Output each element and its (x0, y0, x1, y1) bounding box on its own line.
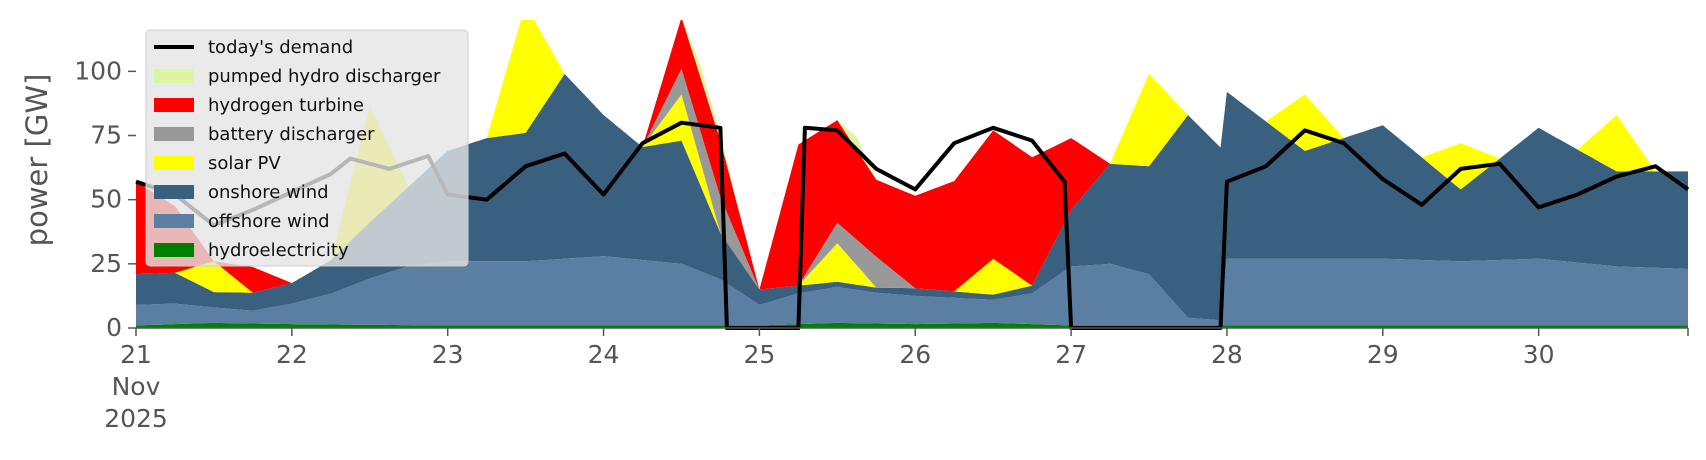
x-tick-sublabel: Nov (112, 372, 161, 401)
legend-label-hydroelectricity: hydroelectricity (208, 240, 349, 261)
legend-label-today-s-demand: today's demand (208, 37, 353, 58)
x-tick-sublabel: 2025 (104, 404, 168, 433)
axes: power [GW] 0 25 50 75 100 21 Nov 2025 22 23 24 25 26… (20, 56, 1689, 433)
legend-label-battery-discharger: battery discharger (208, 124, 375, 145)
x-tick-label: 23 (432, 340, 464, 369)
area-hydroelectricity (136, 322, 1688, 328)
y-tick-label: 100 (74, 56, 122, 85)
legend-label-pumped-hydro-discharger: pumped hydro discharger (208, 66, 441, 87)
y-tick-label: 75 (90, 121, 122, 150)
y-tick-label: 0 (106, 313, 122, 342)
legend-swatch-pumped-hydro-discharger (154, 69, 194, 83)
area-solar-pv (136, 20, 1688, 295)
x-tick-label: 25 (743, 340, 775, 369)
legend-swatch-battery-discharger (154, 127, 194, 141)
y-tick-label: 50 (90, 185, 122, 214)
legend-label-offshore-wind: offshore wind (208, 211, 330, 232)
legend-swatch-hydrogen-turbine (154, 98, 194, 112)
x-tick-label: 30 (1523, 340, 1555, 369)
legend-label-solar-pv: solar PV (208, 153, 281, 174)
area-hydrogen-turbine (136, 20, 1688, 293)
x-tick-label: 29 (1367, 340, 1399, 369)
x-tick-label: 22 (276, 340, 308, 369)
legend-swatch-solar-pv (154, 156, 194, 170)
legend-label-hydrogen-turbine: hydrogen turbine (208, 95, 364, 116)
area-offshore-wind (136, 256, 1688, 326)
area-onshore-wind (136, 73, 1688, 321)
y-tick-label: 25 (90, 249, 122, 278)
legend-swatch-onshore-wind (154, 185, 194, 199)
x-tick-label: 26 (899, 340, 931, 369)
stacked-areas (136, 20, 1688, 328)
x-tick-label: 21 (120, 340, 152, 369)
x-tick-label: 27 (1055, 340, 1087, 369)
x-tick-label: 24 (588, 340, 620, 369)
legend-swatch-offshore-wind (154, 214, 194, 228)
legend: today's demand pumped hydro discharger hyd… (145, 29, 469, 267)
legend-swatch-hydroelectricity (154, 243, 194, 257)
legend-label-onshore-wind: onshore wind (208, 182, 329, 203)
legend-box (145, 29, 469, 267)
y-axis-title: power [GW] (20, 74, 54, 247)
x-tick-label: 28 (1211, 340, 1243, 369)
